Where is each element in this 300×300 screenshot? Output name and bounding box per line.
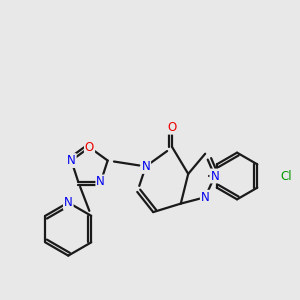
Text: N: N bbox=[67, 154, 76, 167]
Text: N: N bbox=[201, 191, 210, 204]
Text: N: N bbox=[141, 160, 150, 173]
Text: O: O bbox=[85, 141, 94, 154]
Text: N: N bbox=[96, 176, 105, 188]
Text: N: N bbox=[64, 196, 73, 209]
Text: O: O bbox=[168, 121, 177, 134]
Text: N: N bbox=[210, 169, 219, 182]
Text: Cl: Cl bbox=[280, 169, 292, 182]
